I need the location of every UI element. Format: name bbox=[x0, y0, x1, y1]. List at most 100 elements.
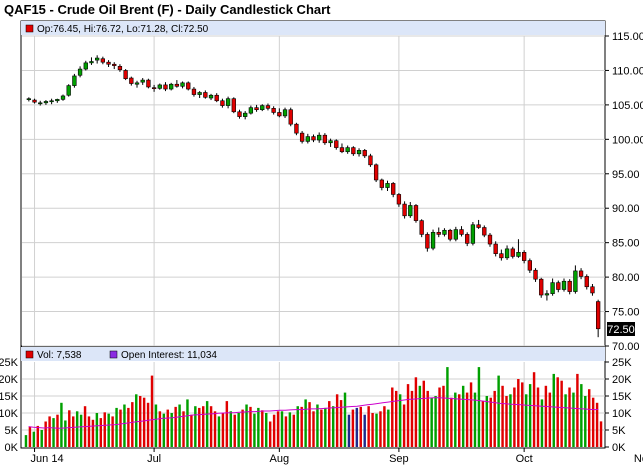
last-price-tag bbox=[607, 322, 635, 336]
candle-body bbox=[123, 70, 128, 80]
candle-body bbox=[521, 252, 527, 261]
volume-bar bbox=[91, 419, 95, 447]
volume-bar bbox=[414, 377, 418, 447]
candle-body bbox=[134, 82, 140, 85]
volume-bar bbox=[241, 409, 244, 447]
candle-body bbox=[430, 232, 436, 249]
volume-bar bbox=[568, 387, 571, 447]
volume-bar bbox=[198, 407, 201, 447]
volume-bar bbox=[599, 421, 603, 447]
volume-bar bbox=[261, 410, 264, 447]
volume-bar bbox=[584, 396, 587, 447]
candle-body bbox=[140, 79, 145, 83]
volume-bar bbox=[572, 392, 575, 447]
volume-tick-label-right: 5K bbox=[612, 425, 626, 437]
candle-body bbox=[32, 99, 37, 103]
volume-bar bbox=[402, 404, 406, 447]
candle-body bbox=[556, 282, 561, 290]
volume-bar bbox=[162, 413, 166, 447]
candle-body bbox=[231, 98, 236, 113]
volume-bar bbox=[398, 394, 402, 447]
candle-body bbox=[516, 252, 521, 257]
price-legend-square bbox=[25, 24, 34, 33]
volume-bar bbox=[505, 396, 508, 447]
candle-body bbox=[425, 234, 430, 249]
volume-bar bbox=[328, 401, 331, 447]
candle-body bbox=[95, 57, 100, 61]
candle-body bbox=[157, 84, 162, 89]
volume-bar bbox=[595, 402, 599, 447]
price-tick-label: 80.00 bbox=[612, 272, 640, 284]
price-tick-label: 95.00 bbox=[612, 169, 640, 181]
volume-bar bbox=[119, 409, 122, 447]
oi-legend-square bbox=[109, 350, 118, 359]
volume-bar bbox=[217, 416, 221, 447]
volume-bar bbox=[127, 407, 130, 447]
candle-body bbox=[117, 66, 123, 71]
volume-bar bbox=[209, 406, 213, 447]
price-gridlines bbox=[22, 35, 605, 347]
volume-bar bbox=[371, 413, 374, 447]
volume-bar bbox=[383, 406, 386, 447]
volume-bar bbox=[79, 414, 83, 447]
volume-bar bbox=[237, 413, 240, 447]
volume-bar bbox=[225, 401, 229, 447]
volume-bar bbox=[524, 394, 528, 447]
candle-body bbox=[311, 136, 316, 141]
candle-body bbox=[596, 301, 601, 330]
volume-bar bbox=[576, 373, 579, 447]
volume-tick-label-left: 10K bbox=[0, 408, 19, 420]
volume-bar bbox=[249, 406, 252, 447]
candle-body bbox=[504, 248, 510, 259]
volume-tick-label-left: 20K bbox=[0, 374, 19, 386]
candle-body bbox=[146, 79, 151, 88]
volume-bar bbox=[513, 387, 516, 447]
volume-bar bbox=[154, 404, 158, 447]
candle-body bbox=[351, 147, 356, 155]
candle-body bbox=[208, 94, 214, 99]
volume-bar bbox=[284, 416, 288, 447]
volume-legend-square bbox=[25, 350, 34, 359]
volume-bar bbox=[56, 414, 59, 447]
volume-bar bbox=[394, 390, 398, 447]
x-tick-label: Nov bbox=[634, 453, 643, 465]
candle-body bbox=[225, 98, 231, 106]
candle-body bbox=[72, 75, 77, 86]
volume-bar bbox=[375, 413, 378, 447]
candle-body bbox=[55, 99, 60, 102]
candle-body bbox=[248, 107, 254, 114]
volume-bar bbox=[213, 411, 217, 447]
volume-y-axis: 0K 0K 5K 5K 10K 10K 15K 15K 20K 20K 25K 25K bbox=[0, 357, 632, 454]
candle-body bbox=[453, 229, 458, 240]
volume-bar bbox=[591, 397, 595, 447]
x-tick-label: Sep bbox=[389, 453, 409, 465]
price-tick-label: 105.00 bbox=[612, 100, 643, 112]
candle-body bbox=[487, 234, 493, 245]
candle-body bbox=[60, 95, 66, 100]
volume-tick-label-right: 10K bbox=[612, 408, 632, 420]
volume-bar bbox=[312, 411, 315, 447]
candle-body bbox=[89, 61, 94, 64]
candle-body bbox=[373, 164, 379, 181]
candle-body bbox=[151, 87, 157, 89]
volume-tick-label-left: 0K bbox=[5, 442, 19, 454]
candle-body bbox=[493, 243, 498, 254]
volume-bar bbox=[485, 396, 489, 447]
volume-bar bbox=[115, 407, 118, 447]
volume-bar bbox=[257, 407, 260, 447]
volume-bar bbox=[387, 409, 390, 447]
candle-body bbox=[561, 280, 567, 290]
candle-body bbox=[106, 61, 111, 65]
candle-body bbox=[408, 205, 413, 217]
oi-legend-text: Open Interest: 11,034 bbox=[121, 350, 217, 361]
volume-bar bbox=[540, 399, 544, 447]
candle-body bbox=[391, 183, 396, 195]
candlestick-series bbox=[26, 55, 601, 338]
volume-bar bbox=[548, 392, 552, 447]
volume-bar bbox=[418, 385, 422, 447]
candle-body bbox=[590, 286, 595, 294]
candle-body bbox=[368, 155, 373, 166]
volume-bar bbox=[587, 389, 591, 447]
volume-bar bbox=[111, 416, 114, 447]
